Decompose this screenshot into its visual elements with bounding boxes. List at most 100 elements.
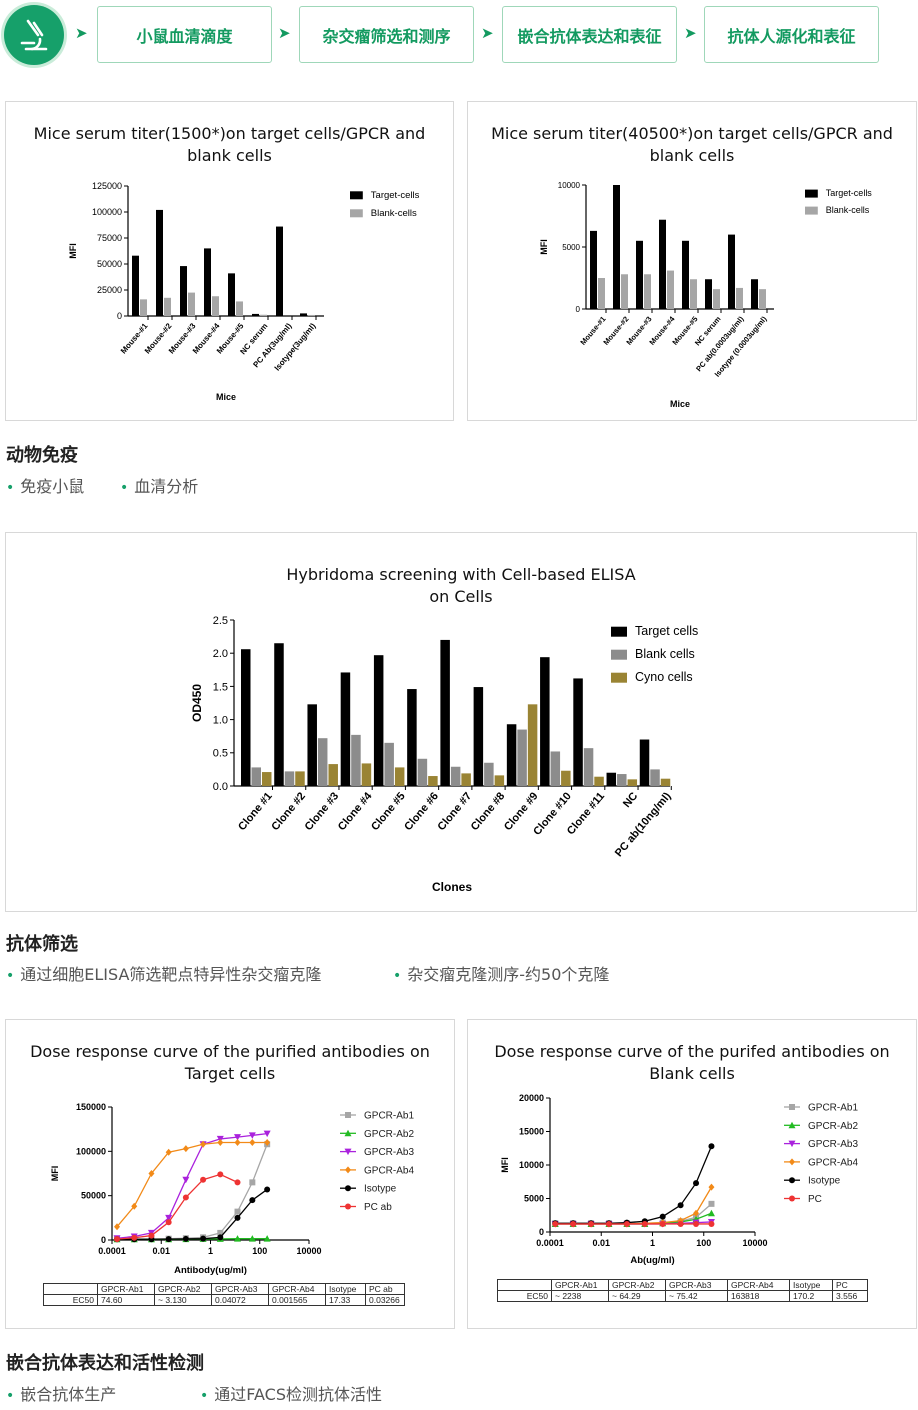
bar-target-cells [473,687,484,786]
y-axis-label: MFI [539,239,549,255]
bar-cyno-cells [561,770,571,786]
bar-cyno-cells [328,764,338,786]
bar-blank-cells [484,762,494,786]
bar-target-cells [407,689,417,786]
bullet-item: • 血清分析 [120,477,199,496]
step-serum-titer[interactable]: 小鼠血清滴度 [97,6,272,63]
data-point-gpcr-ab4 [200,1140,207,1148]
bar-target-cells [639,739,650,786]
y-tick-label: 2.0 [213,648,228,660]
data-point-gpcr-ab4 [182,1145,189,1153]
x-axis-label: Ab(ug/ml) [630,1255,674,1266]
series-line-isotype [117,1188,268,1240]
bar-cyno-cells [461,773,471,786]
data-point-pc-ab [200,1176,207,1183]
bullet-text: 通过细胞ELISA筛选靶点特异性杂交瘤克隆 [20,965,322,984]
y-tick-label: 50000 [97,259,122,269]
y-tick-label: 75000 [97,233,122,243]
data-point-pc [570,1220,577,1227]
bullet-text: 通过FACS检测抗体活性 [214,1385,382,1404]
bar-cyno-cells [494,775,505,786]
chart-title: Mice serum titer(40500*)on target cells/… [468,123,916,167]
bullet-text: 杂交瘤克隆测序-约50个克隆 [407,965,610,984]
bar-target-cells [659,219,666,309]
bar-target-cells [300,313,307,316]
bar-target-cells [636,240,643,309]
bar-target-cells [590,230,597,309]
y-tick-label: 0 [576,305,581,314]
y-tick-label: 0 [101,1235,106,1245]
flow-arrow-2: ➤ [278,24,291,42]
data-point-gpcr-ab2 [707,1209,715,1217]
step-humanization[interactable]: 抗体人源化和表征 [704,6,879,63]
bar-blank-cells [598,278,605,309]
data-point-gpcr-ab4 [708,1183,715,1191]
ec50-table: GPCR-Ab1 GPCR-Ab2 GPCR-Ab3 GPCR-Ab4 Isotype P… [43,1283,405,1306]
x-tick-label: 100 [252,1246,267,1256]
step-hybridoma-screening[interactable]: 杂交瘤筛选和测序 [299,6,474,63]
ec50-header-cell: GPCR-Ab1 [551,1279,609,1291]
data-point-gpcr-ab4 [234,1138,241,1146]
ec50-value-cell: ~ 3.130 [154,1294,212,1306]
legend-label: Target-cells [371,190,420,201]
ec50-header-cell: GPCR-Ab2 [154,1283,212,1295]
y-tick-label: 0.0 [213,781,228,793]
bar-cyno-cells [295,771,305,786]
ec50-value-cell: 17.33 [325,1294,366,1306]
y-tick-label: 10000 [558,181,581,190]
chart-title-line-2: blank cells [649,146,735,165]
data-point-pc [623,1220,630,1227]
bar-target-cells [276,226,283,316]
chart-panel-serum-1500: Mice serum titer(1500*)on target cells/G… [5,101,454,421]
data-point-isotype [217,1234,224,1241]
ec50-header-cell: PC [832,1279,868,1291]
step-chimeric-antibody[interactable]: 嵌合抗体表达和表征 [502,6,677,63]
legend-marker [789,1104,795,1110]
category-label: Clone #1 [236,790,275,833]
chart-title-line-2: blank cells [187,146,272,165]
data-point-gpcr-ab4 [217,1138,224,1146]
data-point-gpcr-ab2 [263,1235,271,1242]
bar-blank-cells [667,270,674,309]
ec50-header-cell: GPCR-Ab4 [727,1279,790,1291]
bar-target-cells [156,209,163,316]
data-point-gpcr-ab1 [234,1208,241,1215]
data-point-pc [693,1220,700,1227]
data-point-isotype [234,1214,241,1221]
bar-blank-cells [260,314,267,316]
category-label: NC [621,790,640,810]
bar-target-cells [274,643,284,786]
bar-chart-serum-40500: 0500010000Mouse-#1Mouse-#2Mouse-#3Mouse-… [539,181,872,409]
ec50-value-cell: 0.001565 [268,1294,326,1306]
legend-swatch [611,649,627,660]
x-tick-label: 1 [650,1238,655,1248]
bullet-item: • 通过FACS检测抗体活性 [200,1385,382,1404]
ec50-value-cell: 0.03266 [365,1294,405,1306]
bar-blank-cells [317,738,328,786]
bar-target-cells [705,279,712,309]
legend-marker [789,1158,795,1166]
bar-target-cells [252,313,259,316]
data-point-gpcr-ab3 [248,1132,256,1139]
microscope-icon [4,5,64,65]
ec50-value-cell: 74.60 [97,1294,155,1306]
y-tick-label: 5000 [562,243,580,252]
legend-label: PC ab [364,1202,392,1213]
legend-label: Isotype [364,1184,397,1195]
ec50-table: GPCR-Ab1 GPCR-Ab2 GPCR-Ab3 GPCR-Ab4 Isotype P… [497,1279,868,1302]
series-line-gpcr-ab4 [116,1141,268,1228]
ec50-value-row: EC50 ~ 2238 ~ 64.29 ~ 75.42 163818 170.2 3.556 [497,1290,868,1302]
ec50-value-cell: ~ 64.29 [608,1290,666,1302]
flow-arrow-3: ➤ [481,24,494,42]
chart-title-line-1: Dose response curve of the purified anti… [30,1042,430,1061]
data-point-isotype [708,1143,715,1150]
ec50-header-cell: GPCR-Ab3 [211,1283,269,1295]
line-chart-dose-blank: 0 5000 10000 15000 20000 0.0001 0.01 1 100 10000 M… [500,1093,858,1266]
legend-marker [345,1203,351,1210]
y-tick-label: 100000 [76,1146,106,1156]
x-tick-label: 100 [696,1238,711,1248]
ec50-value-cell: EC50 [497,1290,552,1302]
ec50-value-cell: 170.2 [789,1290,833,1302]
bar-blank-cells [617,774,627,786]
